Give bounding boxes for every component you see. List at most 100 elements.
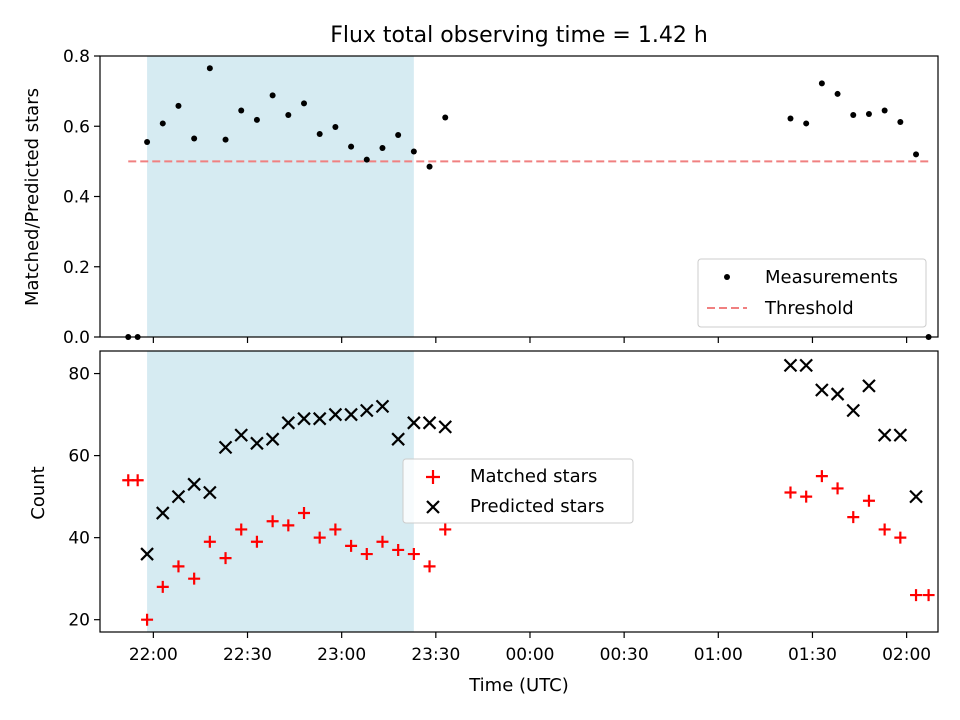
y-tick-label: 0.8 — [63, 47, 90, 67]
measurement-points — [125, 65, 932, 340]
matched-stars-point — [131, 474, 144, 487]
predicted-stars-point — [360, 403, 374, 418]
matched-stars-point — [298, 507, 311, 520]
matched-stars-point — [815, 470, 828, 483]
measurement-point — [301, 100, 308, 107]
predicted-stars-point — [438, 420, 453, 434]
predicted-stars-point — [877, 428, 892, 442]
observing-window-shade — [147, 351, 414, 632]
predicted-stars-point — [909, 489, 923, 504]
measurement-point — [881, 107, 888, 114]
matched-stars-point — [800, 490, 813, 503]
x-tick-label: 23:30 — [411, 645, 460, 665]
measurement-point — [913, 151, 920, 158]
measurement-point — [818, 80, 825, 87]
measurement-point — [426, 163, 433, 170]
measurement-point — [175, 102, 182, 109]
predicted-stars-point — [375, 399, 390, 414]
measurement-point — [144, 139, 151, 146]
measurement-point — [253, 116, 260, 123]
y-tick-label: 20 — [68, 611, 90, 631]
matched-stars-point — [862, 494, 875, 507]
matched-stars-point — [922, 589, 935, 602]
measurement-point — [206, 65, 213, 72]
measurement-point — [285, 112, 292, 119]
predicted-stars-point — [328, 407, 343, 422]
measurement-point — [865, 110, 872, 117]
predicted-stars-point — [234, 428, 249, 442]
matched-stars-point — [266, 515, 279, 528]
measurement-point — [348, 143, 355, 150]
measurement-point — [410, 148, 417, 155]
legend-predicted-label: Predicted stars — [470, 496, 604, 517]
legend-measurements-label: Measurements — [765, 267, 898, 288]
count-x-ticks: 22:00 22:30 23:00 23:30 00:00 00:30 01:00 01:30… — [129, 632, 931, 665]
matched-stars-point — [329, 523, 342, 536]
predicted-stars-point — [422, 416, 437, 430]
predicted-stars-point — [281, 416, 296, 430]
y-tick-label: 60 — [68, 447, 90, 467]
matched-stars-point — [282, 519, 295, 532]
legend-measurements-marker — [724, 274, 730, 280]
observing-window-shade — [147, 56, 414, 337]
matched-stars-point — [392, 543, 405, 556]
matched-stars-point — [203, 535, 216, 548]
predicted-stars-point — [140, 547, 154, 561]
measurement-point — [269, 92, 276, 99]
matched-stars-point — [188, 572, 201, 585]
matched-stars-point — [878, 523, 891, 536]
predicted-stars-point — [846, 403, 861, 418]
matched-stars-point — [313, 531, 326, 544]
count-legend: Matched stars Predicted stars — [402, 458, 634, 524]
predicted-stars-point — [830, 387, 845, 401]
predicted-stars-point — [862, 379, 876, 393]
legend-matched-marker — [426, 470, 440, 484]
matched-stars-point — [172, 560, 185, 573]
matched-stars-point — [894, 531, 907, 544]
matched-stars-point — [407, 548, 420, 561]
y-tick-label: 80 — [68, 365, 90, 385]
matched-stars-point — [250, 535, 263, 548]
measurement-point — [222, 136, 229, 143]
ratio-y-axis-label: Matched/Predicted stars — [22, 88, 43, 306]
measurement-point — [850, 112, 857, 119]
matched-stars-point — [376, 535, 389, 548]
x-tick-label: 22:30 — [223, 645, 272, 665]
predicted-stars-point — [893, 428, 908, 442]
matched-stars-point — [219, 552, 232, 565]
y-tick-label: 40 — [68, 529, 90, 549]
count-y-axis-label: Count — [28, 466, 49, 519]
measurement-point — [395, 132, 402, 139]
matched-stars-point — [235, 523, 248, 536]
x-tick-label: 23:00 — [317, 645, 366, 665]
matched-stars-point — [784, 486, 797, 499]
predicted-stars-point — [171, 489, 186, 504]
predicted-stars-point — [815, 383, 829, 397]
matched-stars-point — [141, 613, 154, 626]
matched-stars-point — [439, 523, 452, 536]
measurement-point — [379, 145, 386, 152]
predicted-stars-point — [250, 436, 264, 451]
predicted-stars-point — [265, 432, 280, 446]
measurement-point — [363, 156, 370, 163]
ratio-y-ticks: 0.0 0.2 0.4 0.6 0.8 — [63, 47, 100, 348]
x-tick-label: 01:30 — [788, 645, 837, 665]
x-tick-label: 01:00 — [694, 645, 743, 665]
y-tick-label: 0.6 — [63, 117, 90, 137]
predicted-stars-point — [155, 506, 170, 520]
predicted-stars-point — [407, 416, 421, 430]
y-tick-label: 0.4 — [63, 188, 90, 208]
legend-matched-label: Matched stars — [470, 466, 597, 487]
predicted-stars-point — [312, 411, 327, 426]
measurement-point — [803, 120, 810, 127]
matched-stars-point — [423, 560, 436, 573]
measurement-point — [442, 114, 449, 121]
x-tick-label: 02:00 — [882, 645, 931, 665]
predicted-stars-point — [187, 477, 201, 492]
x-tick-label: 22:00 — [129, 645, 178, 665]
ratio-legend: Measurements Threshold — [697, 258, 927, 328]
count-y-ticks: 20 40 60 80 — [68, 365, 100, 631]
predicted-stars-point — [391, 432, 405, 446]
count-panel: 20 40 60 80 22:00 22:30 23:00 23:30 00:00 00:30 0… — [28, 350, 939, 696]
